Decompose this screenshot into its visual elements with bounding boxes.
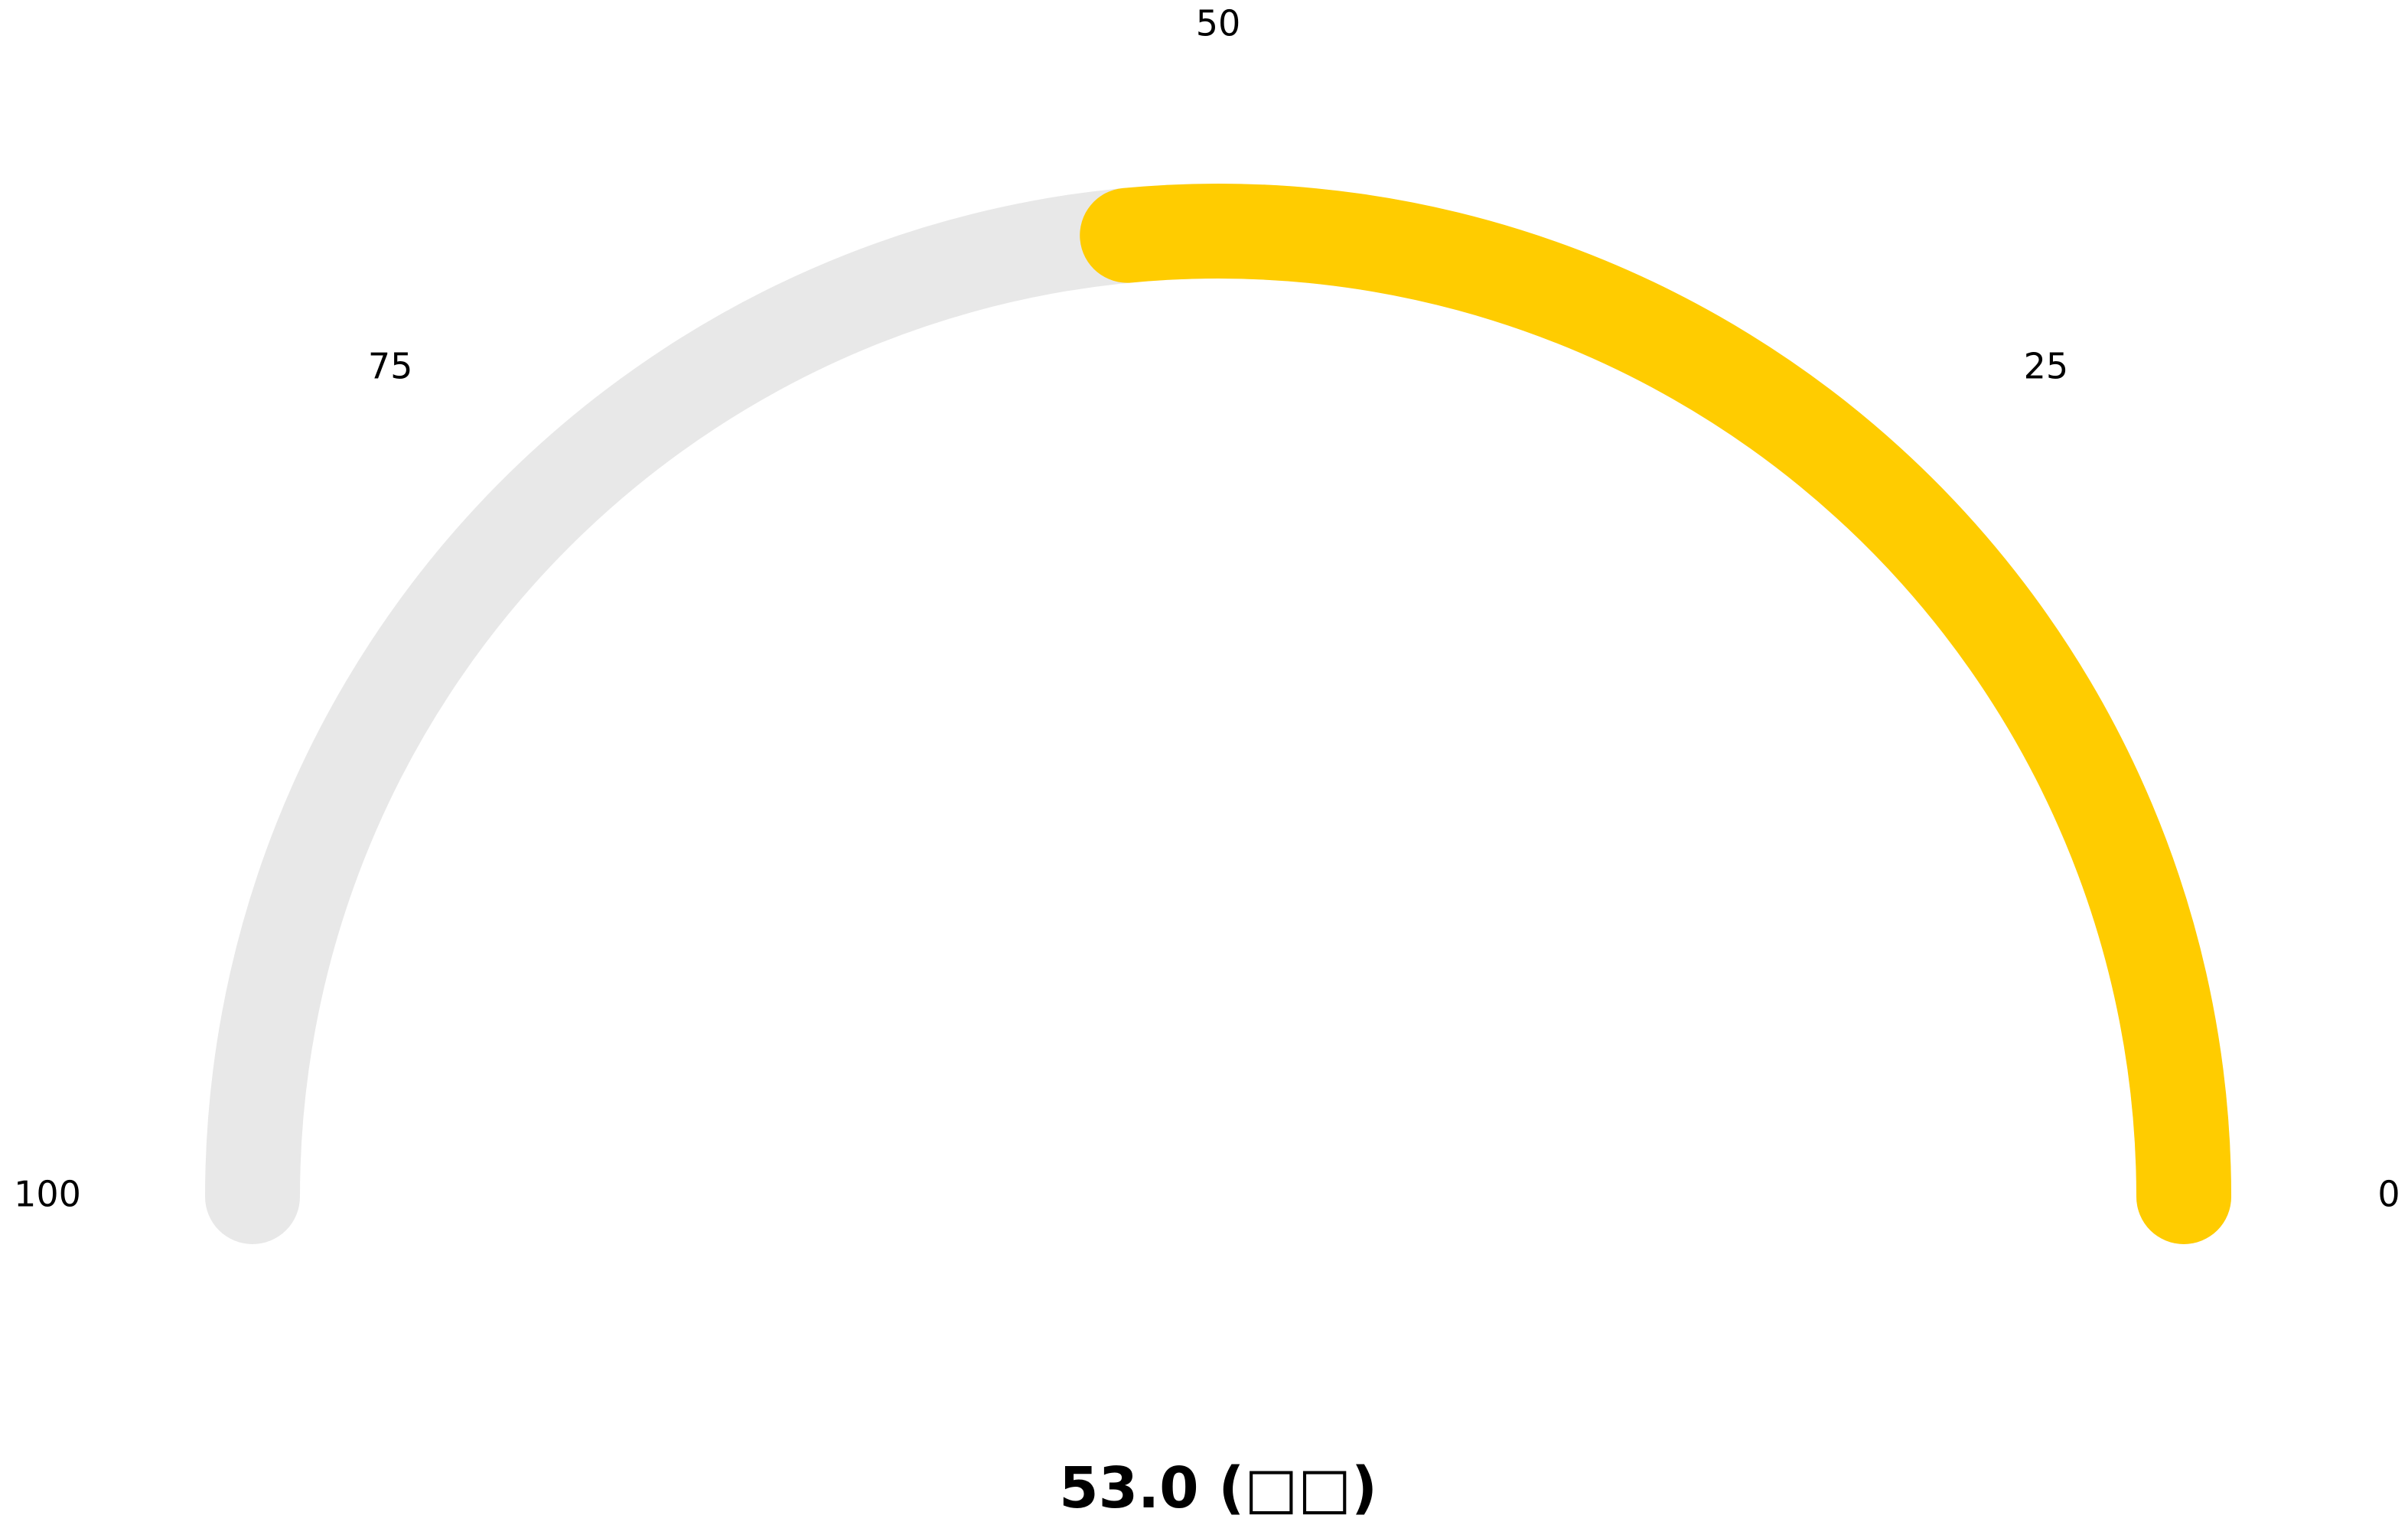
gauge-tick-label-75: 75: [368, 346, 413, 387]
gauge-track-arc: [253, 231, 2184, 1197]
gauge-value-label: 53.0 (□□): [1059, 1455, 1377, 1521]
gauge-tick-label-0: 0: [2377, 1174, 2400, 1215]
gauge-tick-label-100: 100: [14, 1174, 81, 1215]
gauge-tick-label-50: 50: [1196, 3, 1241, 44]
gauge-tick-label-25: 25: [2024, 346, 2069, 387]
